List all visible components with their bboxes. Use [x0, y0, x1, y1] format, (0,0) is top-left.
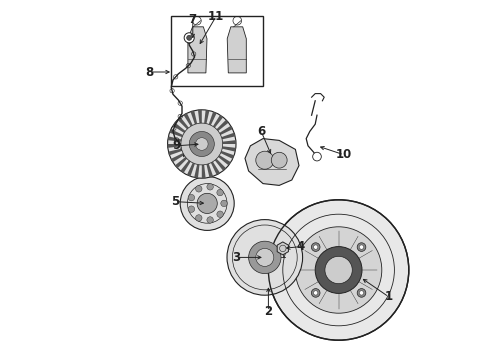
- Text: 2: 2: [264, 305, 272, 318]
- Wedge shape: [175, 157, 187, 168]
- Text: 1: 1: [385, 291, 393, 303]
- Wedge shape: [171, 153, 184, 162]
- Wedge shape: [221, 133, 235, 139]
- Circle shape: [217, 189, 223, 196]
- Circle shape: [196, 138, 208, 150]
- Circle shape: [188, 194, 195, 201]
- Wedge shape: [173, 123, 186, 133]
- Wedge shape: [180, 160, 191, 173]
- Circle shape: [359, 291, 364, 295]
- Wedge shape: [168, 136, 181, 142]
- Wedge shape: [220, 126, 233, 135]
- Circle shape: [313, 152, 321, 161]
- Circle shape: [207, 217, 213, 223]
- Wedge shape: [198, 110, 202, 123]
- Text: 6: 6: [257, 125, 265, 138]
- Circle shape: [196, 215, 202, 221]
- Circle shape: [188, 206, 195, 212]
- Text: 5: 5: [171, 195, 179, 208]
- Wedge shape: [209, 112, 217, 125]
- Circle shape: [187, 35, 192, 40]
- Circle shape: [189, 131, 214, 157]
- Circle shape: [269, 200, 409, 340]
- Circle shape: [357, 243, 366, 251]
- Circle shape: [256, 248, 274, 266]
- Wedge shape: [213, 115, 223, 128]
- Wedge shape: [211, 162, 220, 175]
- Circle shape: [314, 245, 318, 249]
- Circle shape: [359, 245, 364, 249]
- Wedge shape: [215, 159, 226, 171]
- Text: 7: 7: [189, 13, 197, 26]
- Wedge shape: [202, 165, 206, 178]
- Wedge shape: [187, 163, 195, 176]
- Circle shape: [295, 227, 382, 313]
- Wedge shape: [222, 146, 236, 152]
- Circle shape: [357, 289, 366, 297]
- Text: 11: 11: [208, 10, 224, 23]
- Circle shape: [311, 289, 320, 297]
- Wedge shape: [169, 149, 182, 155]
- Text: 10: 10: [336, 148, 352, 161]
- Circle shape: [180, 176, 234, 230]
- Circle shape: [168, 110, 236, 178]
- Polygon shape: [227, 27, 246, 73]
- Circle shape: [314, 291, 318, 295]
- Wedge shape: [220, 151, 234, 159]
- Text: 3: 3: [232, 251, 240, 264]
- Wedge shape: [191, 111, 197, 124]
- Wedge shape: [194, 165, 199, 178]
- Circle shape: [207, 184, 213, 190]
- Circle shape: [271, 152, 287, 168]
- Wedge shape: [218, 155, 231, 165]
- Text: 4: 4: [296, 240, 305, 253]
- Wedge shape: [217, 120, 228, 131]
- Circle shape: [184, 33, 194, 43]
- Text: 8: 8: [146, 66, 154, 78]
- Circle shape: [311, 243, 320, 251]
- Wedge shape: [204, 110, 209, 123]
- Wedge shape: [222, 140, 236, 144]
- Polygon shape: [245, 139, 299, 185]
- Circle shape: [221, 200, 227, 207]
- Circle shape: [196, 186, 202, 192]
- Wedge shape: [168, 144, 181, 148]
- Text: 9: 9: [172, 139, 181, 152]
- Polygon shape: [277, 242, 289, 255]
- Bar: [171, 16, 263, 86]
- Wedge shape: [184, 113, 193, 126]
- Circle shape: [315, 247, 362, 293]
- Wedge shape: [177, 117, 189, 129]
- Circle shape: [248, 241, 281, 274]
- Circle shape: [227, 220, 303, 295]
- Wedge shape: [170, 129, 183, 137]
- Polygon shape: [188, 27, 207, 73]
- Circle shape: [325, 256, 352, 284]
- Circle shape: [181, 123, 222, 165]
- Circle shape: [217, 211, 223, 217]
- Circle shape: [256, 151, 274, 169]
- Circle shape: [197, 193, 217, 213]
- Wedge shape: [206, 164, 213, 177]
